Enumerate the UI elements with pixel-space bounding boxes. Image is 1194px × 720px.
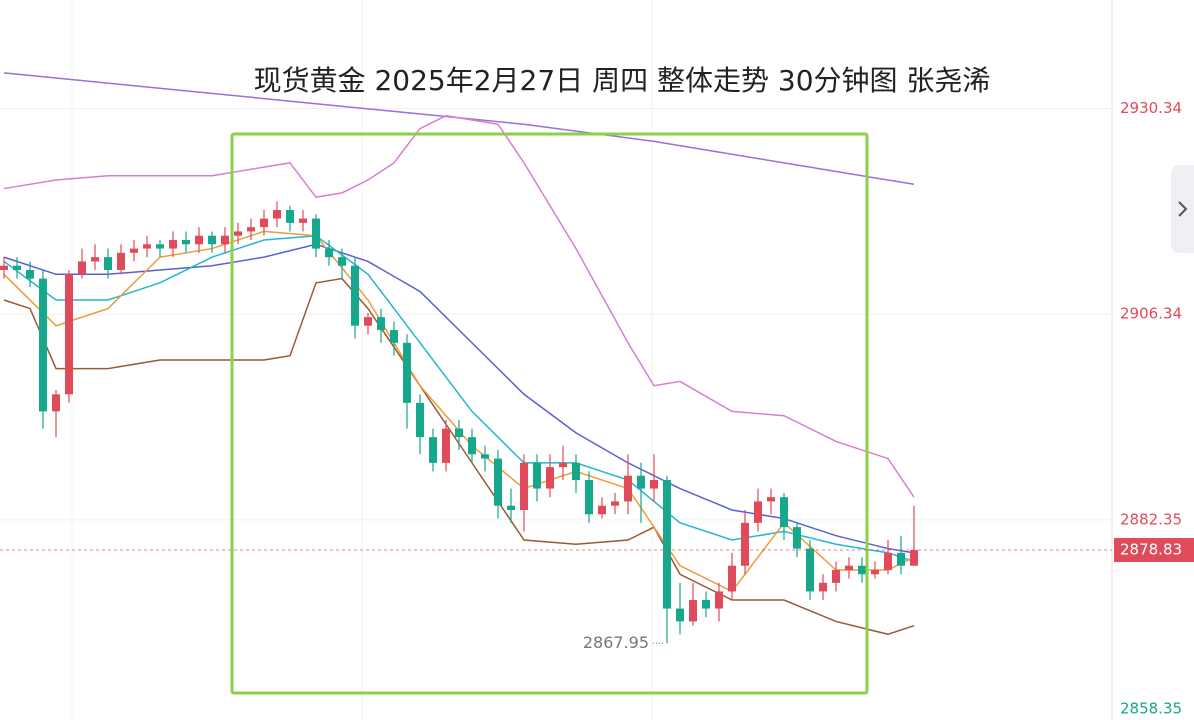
candle-body (793, 527, 801, 549)
candle-body (429, 437, 437, 463)
candle-body (754, 501, 762, 523)
candle-body (611, 501, 619, 506)
candle-body (182, 240, 190, 245)
highlight-box (230, 132, 869, 695)
candle-body (624, 475, 632, 502)
candle-body (715, 591, 723, 609)
candle-body (572, 462, 580, 480)
y-tick-label: 2882.35 (1120, 510, 1182, 528)
candle-body (65, 274, 73, 395)
candle-body (351, 265, 359, 326)
candle-body (13, 265, 21, 270)
candle-body (208, 235, 216, 245)
candle-body (325, 248, 333, 258)
candle-body (650, 480, 658, 489)
indicator-line (3, 243, 915, 554)
candle-body (26, 270, 34, 279)
collapse-button[interactable] (1171, 165, 1194, 253)
candle-body (195, 235, 203, 245)
candle-body (169, 240, 177, 249)
candle-body (520, 462, 528, 510)
plot (0, 72, 1112, 644)
candle-body (104, 257, 112, 270)
candle-body (403, 342, 411, 403)
candle-body (481, 454, 489, 459)
button-bg[interactable] (1171, 165, 1194, 253)
candle-body (702, 600, 710, 609)
candle-body (663, 480, 671, 609)
candle-body (468, 437, 476, 455)
candle-body (533, 462, 541, 489)
candle-body (741, 522, 749, 566)
chevron-icon[interactable] (1178, 201, 1188, 217)
indicator-line (3, 234, 915, 563)
y-tick-label: 2930.34 (1120, 99, 1182, 117)
candle-body (0, 265, 8, 270)
candle-body (52, 394, 60, 412)
candle-body (910, 550, 918, 566)
candle-body (221, 235, 229, 245)
candle-body (689, 600, 697, 622)
indicator-line (3, 230, 915, 593)
candle-body (247, 227, 255, 232)
candle-body (442, 428, 450, 463)
indicator-line (3, 114, 915, 498)
y-tick-label: 2858.35 (1120, 700, 1182, 718)
candle-body (767, 497, 775, 502)
candle-body (884, 552, 892, 570)
last-price-box (1114, 538, 1194, 563)
candle-body (39, 278, 47, 412)
candle-body (130, 248, 138, 253)
candle-body (494, 458, 502, 506)
candle-body (377, 317, 385, 330)
candle-body (858, 565, 866, 575)
candle-body (299, 218, 307, 223)
candle-body (780, 497, 788, 528)
candle-body (546, 467, 554, 489)
candle-body (507, 505, 515, 510)
candle-body (676, 608, 684, 622)
candle-body (143, 244, 151, 249)
candle-body (728, 565, 736, 592)
candle-body (390, 330, 398, 343)
candle-body (260, 218, 268, 228)
candle-body (897, 552, 905, 566)
candle-body (78, 261, 86, 275)
candle-body (364, 317, 372, 326)
candle-body (286, 210, 294, 223)
candle-body (819, 582, 827, 592)
candle-body (559, 462, 567, 468)
candle-body (234, 231, 242, 236)
candle-body (117, 252, 125, 270)
annotation-label: 2867.95 (583, 633, 649, 652)
candle-body (455, 428, 463, 438)
candle-body (273, 210, 281, 219)
candle-body (806, 548, 814, 592)
candle-body (91, 257, 99, 262)
candle-body (871, 570, 879, 575)
candle-body (338, 257, 346, 266)
y-tick-label: 2906.34 (1120, 305, 1182, 323)
chart-title: 现货黄金 2025年2月27日 周四 整体走势 30分钟图 张尧浠 (254, 64, 991, 97)
candle-body (598, 505, 606, 515)
candle-body (312, 218, 320, 249)
candle-body (845, 565, 853, 570)
candle-body (416, 402, 424, 438)
last-price-label: 2878.83 (1120, 541, 1182, 559)
candle-body (156, 244, 164, 249)
indicator-line (3, 277, 915, 636)
candle-body (637, 475, 645, 489)
candle-body (585, 480, 593, 515)
candle-body (832, 570, 840, 583)
